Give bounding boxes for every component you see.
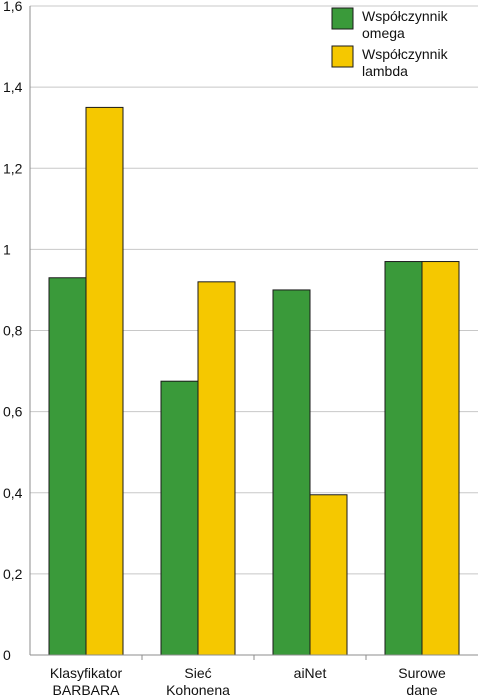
legend-label: lambda [362, 63, 408, 79]
y-tick-label: 1,2 [3, 160, 23, 176]
x-tick-label: Sieć [184, 665, 211, 681]
x-tick-label: Klasyfikator [50, 665, 123, 681]
y-tick-label: 0 [3, 647, 11, 663]
y-tick-label: 0,8 [3, 323, 23, 339]
x-tick-label: aiNet [294, 665, 327, 681]
legend-swatch [331, 7, 354, 30]
legend-label: omega [362, 25, 405, 41]
bar [160, 380, 199, 656]
legend-swatch [331, 45, 354, 68]
bar [384, 261, 423, 656]
y-tick-label: 0,4 [3, 485, 23, 501]
x-tick-label: dane [406, 682, 437, 698]
bar [309, 494, 348, 656]
x-tick-label: Surowe [398, 665, 446, 681]
y-tick-label: 0,2 [3, 566, 23, 582]
x-tick-label: BARBARA [53, 682, 121, 698]
x-tick-label: Kohonena [166, 682, 230, 698]
y-tick-label: 1,6 [3, 0, 23, 14]
bar [197, 281, 236, 656]
legend-label: Współczynnik [362, 46, 449, 62]
y-axis: 0 0,2 0,4 0,6 0,8 1 1,2 1,4 1,6 [3, 0, 31, 663]
bar [272, 289, 311, 656]
y-tick-label: 1 [3, 241, 11, 257]
legend-label: Współczynnik [362, 8, 449, 24]
bar [48, 277, 87, 656]
bar [421, 261, 460, 656]
bars [48, 106, 460, 656]
y-tick-label: 1,4 [3, 79, 23, 95]
bar [85, 106, 124, 656]
y-tick-label: 0,6 [3, 404, 23, 420]
